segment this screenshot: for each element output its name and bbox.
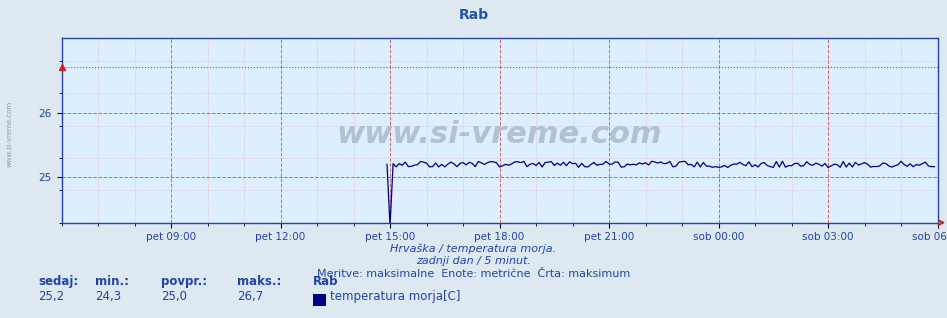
Text: zadnji dan / 5 minut.: zadnji dan / 5 minut. xyxy=(416,256,531,266)
Text: www.si-vreme.com: www.si-vreme.com xyxy=(337,120,662,149)
Text: Meritve: maksimalne  Enote: metrične  Črta: maksimum: Meritve: maksimalne Enote: metrične Črta… xyxy=(317,269,630,279)
Text: min.:: min.: xyxy=(95,275,129,288)
Text: 24,3: 24,3 xyxy=(95,290,121,303)
Text: Hrvaška / temperatura morja.: Hrvaška / temperatura morja. xyxy=(390,243,557,254)
Text: temperatura morja[C]: temperatura morja[C] xyxy=(330,290,460,303)
Text: www.si-vreme.com: www.si-vreme.com xyxy=(7,100,12,167)
Text: sedaj:: sedaj: xyxy=(38,275,79,288)
Text: maks.:: maks.: xyxy=(237,275,281,288)
Text: povpr.:: povpr.: xyxy=(161,275,207,288)
Text: 26,7: 26,7 xyxy=(237,290,263,303)
Text: Rab: Rab xyxy=(458,8,489,22)
Text: 25,2: 25,2 xyxy=(38,290,64,303)
Text: Rab: Rab xyxy=(313,275,338,288)
Text: 25,0: 25,0 xyxy=(161,290,187,303)
